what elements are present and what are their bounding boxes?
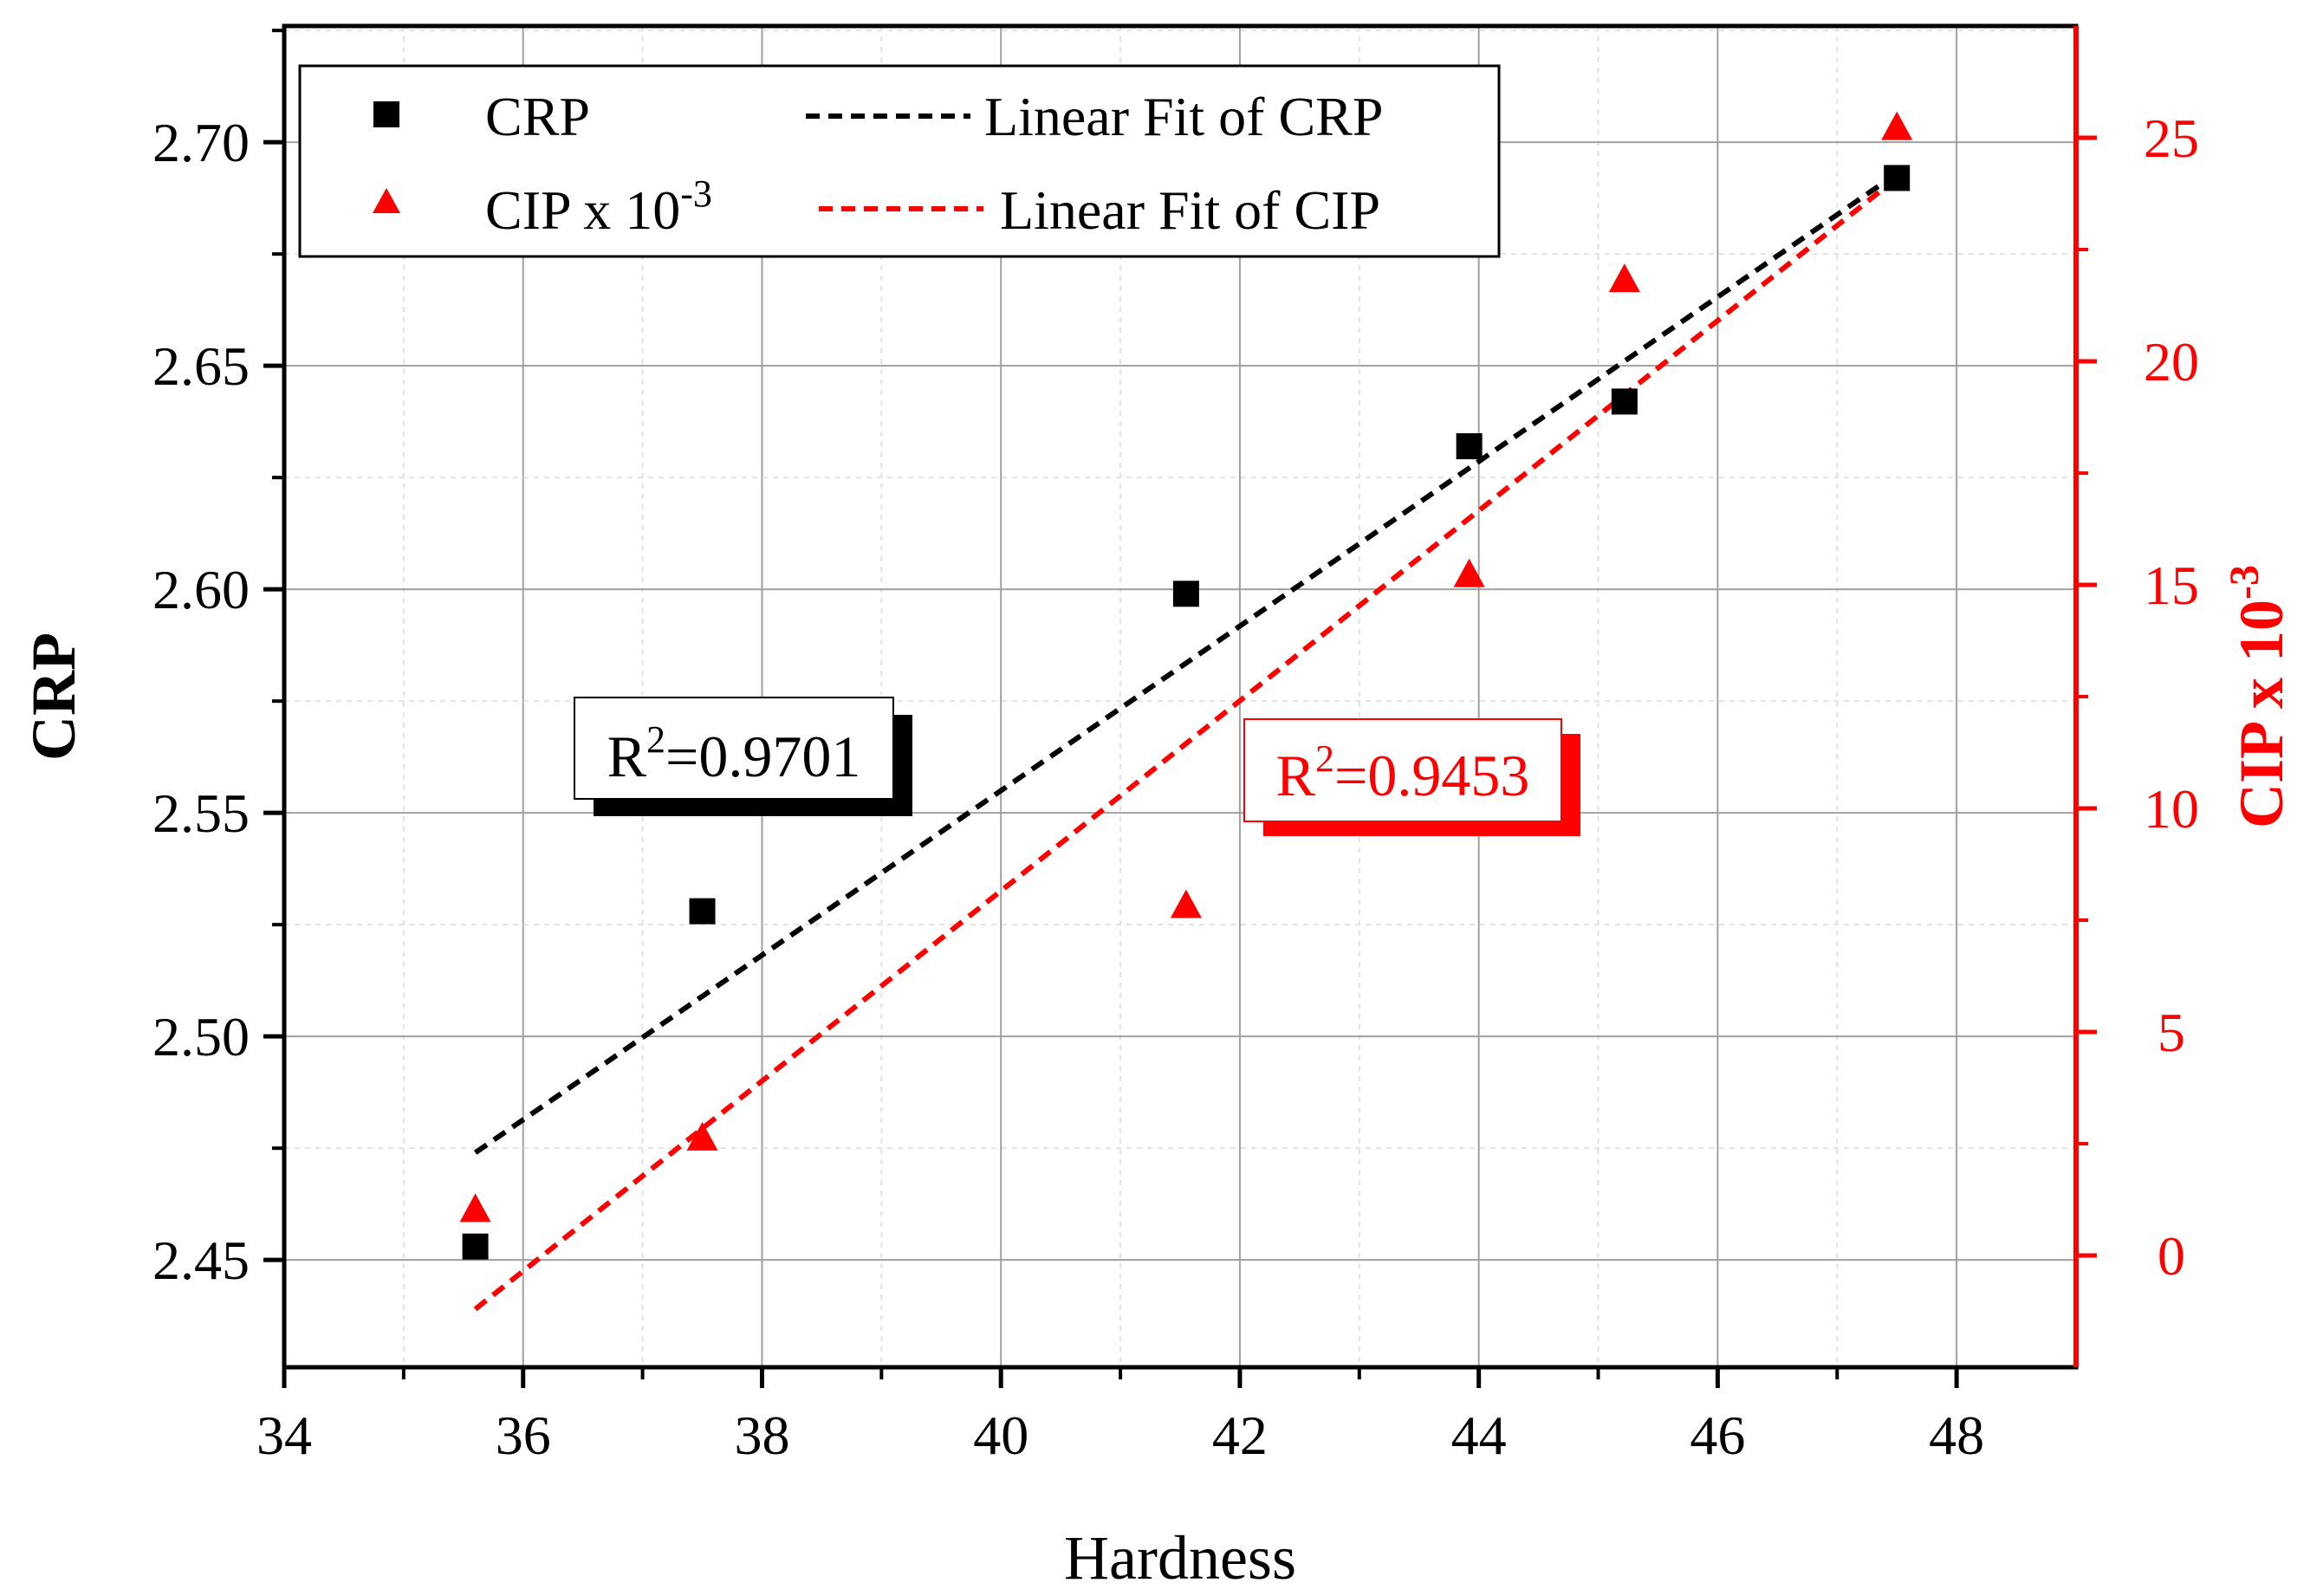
r2-crp-text: R2=0.9701: [607, 718, 861, 789]
legend-crp-fit-label: Linear Fit of CRP: [984, 86, 1383, 147]
y-axis-right-label: CIP x 10-3: [2222, 565, 2296, 828]
y-right-tick-label: 15: [2144, 555, 2199, 616]
fit-lines: [473, 171, 1899, 1312]
x-axis-label: Hardness: [1064, 1523, 1296, 1593]
y-left-tick-label: 2.45: [152, 1229, 250, 1291]
cip-point: [686, 1121, 718, 1151]
cip-point: [1881, 111, 1913, 140]
r2-cip-box: [1243, 718, 1562, 822]
y-right-tick-label: 25: [2144, 107, 2199, 169]
y-left-tick-label: 2.55: [152, 782, 250, 844]
cip-point: [1453, 558, 1485, 587]
y-right-tick-label: 20: [2144, 331, 2199, 393]
y-right-tick-label: 0: [2157, 1225, 2185, 1287]
legend-cip-label-base: CIP x 10: [485, 179, 680, 241]
crp-point: [1611, 388, 1638, 415]
r2-cip-exp: 2: [1315, 737, 1334, 780]
y-right-tick-label: 10: [2144, 778, 2199, 840]
ticks: 34 36 38 40 42 44 46 48 2.45 2.50 2.55 2.60 2.65 2.70…: [152, 29, 2199, 1466]
r2-cip-text: R2=0.9453: [1276, 737, 1530, 808]
r2-crp-exp: 2: [646, 718, 665, 761]
x-tick-label: 46: [1690, 1405, 1745, 1466]
y-left-tick-label: 2.50: [152, 1006, 250, 1067]
cip-point: [1170, 889, 1202, 918]
legend: CRP CIP x 10-3 Linear Fit of CRP Linear …: [298, 64, 1501, 258]
y-axis-right-label-exp: -3: [2222, 565, 2268, 600]
crp-point: [1456, 433, 1483, 460]
x-tick-label: 42: [1212, 1405, 1268, 1466]
crp-point: [462, 1233, 489, 1260]
r2-cip-r: R: [1276, 743, 1316, 808]
r2-cip-annotation: R2=0.9453: [1243, 718, 1580, 836]
r2-cip-value: =0.9453: [1334, 743, 1529, 808]
y-right-tick-label: 5: [2157, 1002, 2185, 1063]
legend-crp-marker: [373, 101, 399, 127]
cip-point: [1608, 263, 1640, 293]
x-tick-label: 36: [496, 1405, 551, 1466]
cip-point: [459, 1193, 491, 1223]
data-points: [459, 111, 1913, 1260]
r2-crp-r: R: [607, 723, 647, 789]
r2-crp-value: =0.9701: [665, 723, 860, 789]
crp-point: [689, 898, 716, 925]
legend-cip-fit-label: Linear Fit of CIP: [1000, 179, 1380, 241]
y-left-tick-label: 2.60: [152, 559, 250, 620]
y-axis-left-label: CRP: [19, 633, 88, 761]
crp-fit-line: [473, 171, 1898, 1155]
y-axis-right-label-base: CIP x 10: [2227, 600, 2296, 828]
r2-crp-annotation: R2=0.9701: [574, 697, 912, 816]
legend-cip-marker: [373, 188, 400, 213]
x-tick-label: 40: [973, 1405, 1028, 1466]
x-tick-label: 34: [256, 1405, 312, 1466]
x-tick-label: 48: [1929, 1405, 1984, 1466]
y-left-tick-label: 2.65: [152, 335, 250, 397]
legend-cip-label: CIP x 10-3: [485, 172, 712, 241]
x-tick-label: 38: [734, 1405, 789, 1466]
y-left-tick-label: 2.70: [152, 112, 250, 173]
crp-point: [1172, 581, 1199, 607]
legend-crp-label: CRP: [485, 86, 590, 147]
cip-fit-line: [473, 176, 1899, 1312]
legend-box: [298, 64, 1501, 258]
r2-crp-box: [574, 697, 894, 800]
x-tick-label: 44: [1451, 1405, 1507, 1466]
crp-point: [1884, 165, 1911, 191]
legend-cip-label-exp: -3: [680, 172, 712, 215]
